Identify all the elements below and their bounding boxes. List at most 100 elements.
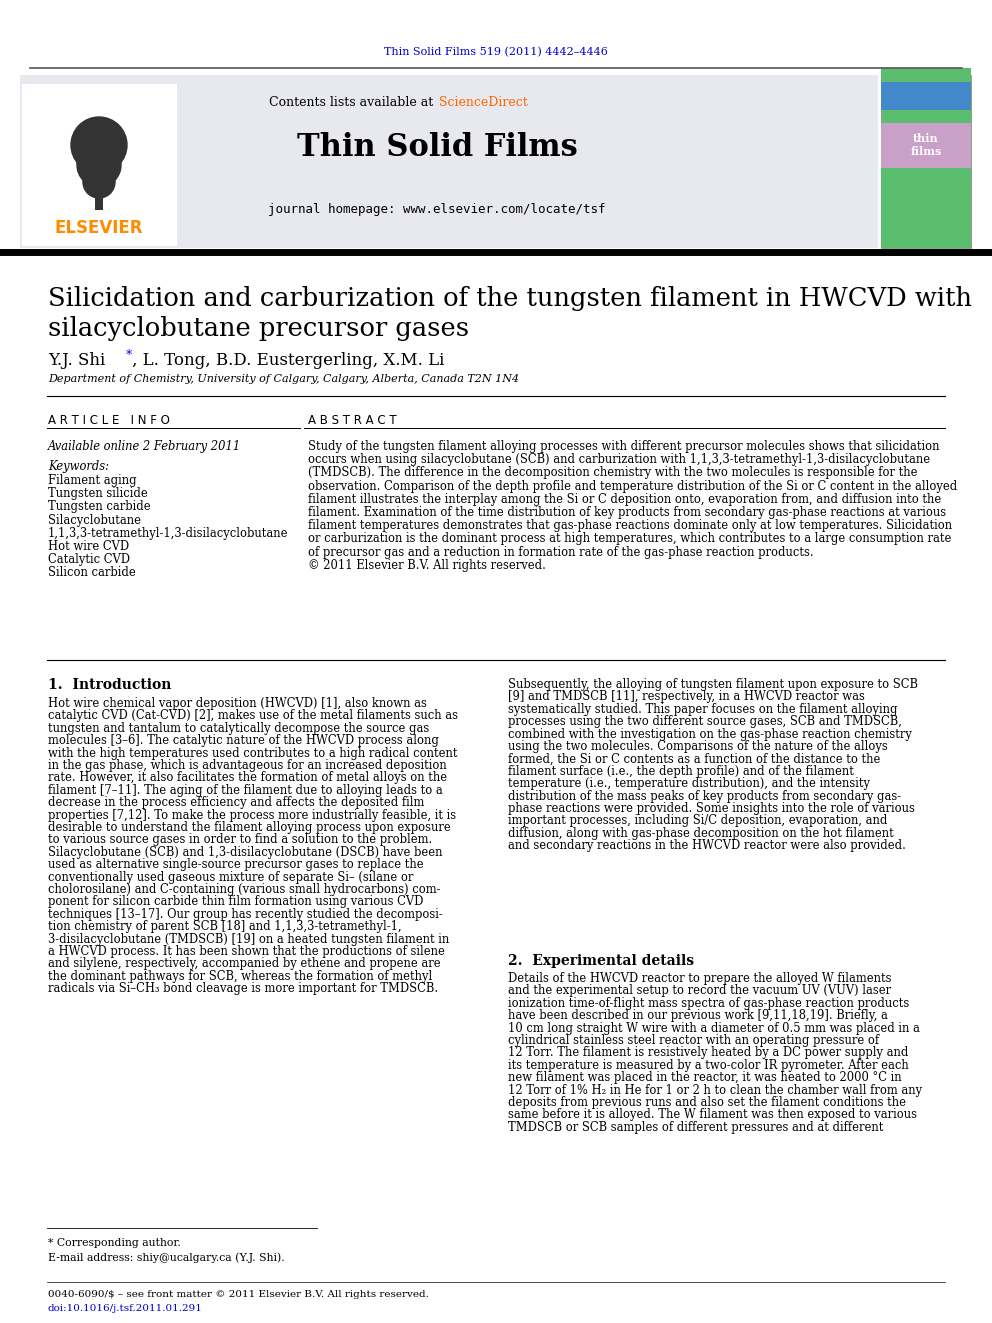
Text: Thin Solid Films: Thin Solid Films bbox=[297, 132, 577, 164]
Text: molecules [3–6]. The catalytic nature of the HWCVD process along: molecules [3–6]. The catalytic nature of… bbox=[48, 734, 438, 747]
Text: techniques [13–17]. Our group has recently studied the decomposi-: techniques [13–17]. Our group has recent… bbox=[48, 908, 442, 921]
Text: deposits from previous runs and also set the filament conditions the: deposits from previous runs and also set… bbox=[508, 1095, 906, 1109]
FancyBboxPatch shape bbox=[20, 75, 878, 247]
Text: rate. However, it also facilitates the formation of metal alloys on the: rate. However, it also facilitates the f… bbox=[48, 771, 447, 785]
Text: decrease in the process efficiency and affects the deposited film: decrease in the process efficiency and a… bbox=[48, 796, 425, 810]
Text: journal homepage: www.elsevier.com/locate/tsf: journal homepage: www.elsevier.com/locat… bbox=[268, 204, 606, 217]
Bar bbox=[881, 75, 971, 247]
Text: (TMDSCB). The difference in the decomposition chemistry with the two molecules i: (TMDSCB). The difference in the decompos… bbox=[308, 467, 918, 479]
Text: A R T I C L E   I N F O: A R T I C L E I N F O bbox=[48, 414, 170, 427]
Text: 3-disilacyclobutane (TMDSCB) [19] on a heated tungsten filament in: 3-disilacyclobutane (TMDSCB) [19] on a h… bbox=[48, 933, 449, 946]
Bar bbox=[22, 83, 177, 246]
Text: in the gas phase, which is advantageous for an increased deposition: in the gas phase, which is advantageous … bbox=[48, 759, 446, 773]
Bar bbox=[881, 75, 971, 110]
Text: with the high temperatures used contributes to a high radical content: with the high temperatures used contribu… bbox=[48, 746, 457, 759]
Text: Y.J. Shi: Y.J. Shi bbox=[48, 352, 105, 369]
Circle shape bbox=[77, 143, 121, 187]
Text: Tungsten silicide: Tungsten silicide bbox=[48, 487, 148, 500]
Bar bbox=[881, 168, 971, 247]
Text: tion chemistry of parent SCB [18] and 1,1,3,3-tetramethyl-1,: tion chemistry of parent SCB [18] and 1,… bbox=[48, 921, 402, 933]
Text: filament illustrates the interplay among the Si or C deposition onto, evaporatio: filament illustrates the interplay among… bbox=[308, 492, 941, 505]
Text: Thin Solid Films 519 (2011) 4442–4446: Thin Solid Films 519 (2011) 4442–4446 bbox=[384, 46, 608, 57]
Text: A B S T R A C T: A B S T R A C T bbox=[308, 414, 397, 427]
Text: 1,1,3,3-tetramethyl-1,3-disilacyclobutane: 1,1,3,3-tetramethyl-1,3-disilacyclobutan… bbox=[48, 527, 289, 540]
Text: temperature (i.e., temperature distribution), and the intensity: temperature (i.e., temperature distribut… bbox=[508, 777, 870, 790]
Text: have been described in our previous work [9,11,18,19]. Briefly, a: have been described in our previous work… bbox=[508, 1009, 888, 1023]
Text: formed, the Si or C contents as a function of the distance to the: formed, the Si or C contents as a functi… bbox=[508, 753, 880, 766]
Text: Keywords:: Keywords: bbox=[48, 460, 109, 474]
Text: new filament was placed in the reactor, it was heated to 2000 °C in: new filament was placed in the reactor, … bbox=[508, 1072, 902, 1085]
Text: Silicidation and carburization of the tungsten filament in HWCVD with
silacyclob: Silicidation and carburization of the tu… bbox=[48, 286, 972, 341]
Text: 12 Torr of 1% H₂ in He for 1 or 2 h to clean the chamber wall from any: 12 Torr of 1% H₂ in He for 1 or 2 h to c… bbox=[508, 1084, 923, 1097]
Text: cholorosilane) and C-containing (various small hydrocarbons) com-: cholorosilane) and C-containing (various… bbox=[48, 882, 440, 896]
Text: tungsten and tantalum to catalytically decompose the source gas: tungsten and tantalum to catalytically d… bbox=[48, 722, 430, 734]
Text: Department of Chemistry, University of Calgary, Calgary, Alberta, Canada T2N 1N4: Department of Chemistry, University of C… bbox=[48, 374, 519, 384]
Circle shape bbox=[71, 116, 127, 173]
Text: and silylene, respectively, accompanied by ethene and propene are: and silylene, respectively, accompanied … bbox=[48, 958, 440, 970]
Text: filament [7–11]. The aging of the filament due to alloying leads to a: filament [7–11]. The aging of the filame… bbox=[48, 783, 442, 796]
Text: important processes, including Si/C deposition, evaporation, and: important processes, including Si/C depo… bbox=[508, 815, 888, 827]
Text: a HWCVD process. It has been shown that the productions of silene: a HWCVD process. It has been shown that … bbox=[48, 945, 444, 958]
Text: processes using the two different source gases, SCB and TMDSCB,: processes using the two different source… bbox=[508, 716, 902, 728]
Text: 12 Torr. The filament is resistively heated by a DC power supply and: 12 Torr. The filament is resistively hea… bbox=[508, 1046, 909, 1060]
Text: or carburization is the dominant process at high temperatures, which contributes: or carburization is the dominant process… bbox=[308, 532, 951, 545]
Text: [9] and TMDSCB [11], respectively, in a HWCVD reactor was: [9] and TMDSCB [11], respectively, in a … bbox=[508, 691, 865, 704]
Text: Filament aging: Filament aging bbox=[48, 474, 137, 487]
Text: and the experimental setup to record the vacuum UV (VUV) laser: and the experimental setup to record the… bbox=[508, 984, 891, 998]
Text: ionization time-of-flight mass spectra of gas-phase reaction products: ionization time-of-flight mass spectra o… bbox=[508, 996, 910, 1009]
Text: Tungsten carbide: Tungsten carbide bbox=[48, 500, 151, 513]
Text: to various source gases in order to find a solution to the problem.: to various source gases in order to find… bbox=[48, 833, 433, 847]
Text: occurs when using silacyclobutane (SCB) and carburization with 1,1,3,3-tetrameth: occurs when using silacyclobutane (SCB) … bbox=[308, 454, 930, 466]
Text: filament temperatures demonstrates that gas-phase reactions dominate only at low: filament temperatures demonstrates that … bbox=[308, 519, 952, 532]
Text: properties [7,12]. To make the process more industrially feasible, it is: properties [7,12]. To make the process m… bbox=[48, 808, 456, 822]
Text: same before it is alloyed. The W filament was then exposed to various: same before it is alloyed. The W filamen… bbox=[508, 1109, 917, 1122]
Text: desirable to understand the filament alloying process upon exposure: desirable to understand the filament all… bbox=[48, 822, 450, 833]
Text: Details of the HWCVD reactor to prepare the alloyed W filaments: Details of the HWCVD reactor to prepare … bbox=[508, 972, 892, 986]
Text: thin
films: thin films bbox=[911, 134, 941, 157]
Text: catalytic CVD (Cat-CVD) [2], makes use of the metal filaments such as: catalytic CVD (Cat-CVD) [2], makes use o… bbox=[48, 709, 458, 722]
Text: 1.  Introduction: 1. Introduction bbox=[48, 677, 172, 692]
Text: distribution of the mass peaks of key products from secondary gas-: distribution of the mass peaks of key pr… bbox=[508, 790, 901, 803]
Text: combined with the investigation on the gas-phase reaction chemistry: combined with the investigation on the g… bbox=[508, 728, 912, 741]
Text: phase reactions were provided. Some insights into the role of various: phase reactions were provided. Some insi… bbox=[508, 802, 915, 815]
Text: of precursor gas and a reduction in formation rate of the gas-phase reaction pro: of precursor gas and a reduction in form… bbox=[308, 545, 813, 558]
Text: Silacyclobutane (SCB) and 1,3-disilacyclobutane (DSCB) have been: Silacyclobutane (SCB) and 1,3-disilacycl… bbox=[48, 845, 442, 859]
Text: Contents lists available at: Contents lists available at bbox=[269, 97, 437, 110]
Text: conventionally used gaseous mixture of separate Si– (silane or: conventionally used gaseous mixture of s… bbox=[48, 871, 414, 884]
Text: Hot wire chemical vapor deposition (HWCVD) [1], also known as: Hot wire chemical vapor deposition (HWCV… bbox=[48, 697, 427, 710]
Text: observation. Comparison of the depth profile and temperature distribution of the: observation. Comparison of the depth pro… bbox=[308, 480, 957, 492]
Text: 10 cm long straight W wire with a diameter of 0.5 mm was placed in a: 10 cm long straight W wire with a diamet… bbox=[508, 1021, 920, 1035]
Text: 2.  Experimental details: 2. Experimental details bbox=[508, 954, 694, 968]
Circle shape bbox=[83, 165, 115, 198]
Text: the dominant pathways for SCB, whereas the formation of methyl: the dominant pathways for SCB, whereas t… bbox=[48, 970, 433, 983]
Text: Available online 2 February 2011: Available online 2 February 2011 bbox=[48, 441, 241, 452]
Text: Silicon carbide: Silicon carbide bbox=[48, 566, 136, 579]
Bar bbox=[95, 191, 103, 210]
Text: © 2011 Elsevier B.V. All rights reserved.: © 2011 Elsevier B.V. All rights reserved… bbox=[308, 558, 546, 572]
Text: used as alternative single-source precursor gases to replace the: used as alternative single-source precur… bbox=[48, 859, 424, 872]
Text: cylindrical stainless steel reactor with an operating pressure of: cylindrical stainless steel reactor with… bbox=[508, 1035, 879, 1046]
Text: Hot wire CVD: Hot wire CVD bbox=[48, 540, 129, 553]
Text: Study of the tungsten filament alloying processes with different precursor molec: Study of the tungsten filament alloying … bbox=[308, 441, 939, 452]
Text: ponent for silicon carbide thin film formation using various CVD: ponent for silicon carbide thin film for… bbox=[48, 896, 424, 909]
Text: E-mail address: shiy@ucalgary.ca (Y.J. Shi).: E-mail address: shiy@ucalgary.ca (Y.J. S… bbox=[48, 1252, 285, 1262]
Text: systematically studied. This paper focuses on the filament alloying: systematically studied. This paper focus… bbox=[508, 703, 898, 716]
Text: , L. Tong, B.D. Eustergerling, X.M. Li: , L. Tong, B.D. Eustergerling, X.M. Li bbox=[132, 352, 444, 369]
Text: 0040-6090/$ – see front matter © 2011 Elsevier B.V. All rights reserved.: 0040-6090/$ – see front matter © 2011 El… bbox=[48, 1290, 429, 1299]
Text: *: * bbox=[126, 349, 132, 363]
Text: * Corresponding author.: * Corresponding author. bbox=[48, 1238, 181, 1248]
Text: its temperature is measured by a two-color IR pyrometer. After each: its temperature is measured by a two-col… bbox=[508, 1058, 909, 1072]
Text: TMDSCB or SCB samples of different pressures and at different: TMDSCB or SCB samples of different press… bbox=[508, 1121, 883, 1134]
Text: Silacyclobutane: Silacyclobutane bbox=[48, 513, 141, 527]
Bar bbox=[881, 67, 971, 82]
Text: using the two molecules. Comparisons of the nature of the alloys: using the two molecules. Comparisons of … bbox=[508, 740, 888, 753]
Text: diffusion, along with gas-phase decomposition on the hot filament: diffusion, along with gas-phase decompos… bbox=[508, 827, 894, 840]
Text: Subsequently, the alloying of tungsten filament upon exposure to SCB: Subsequently, the alloying of tungsten f… bbox=[508, 677, 918, 691]
Text: radicals via Si–CH₃ bond cleavage is more important for TMDSCB.: radicals via Si–CH₃ bond cleavage is mor… bbox=[48, 982, 438, 995]
Text: ELSEVIER: ELSEVIER bbox=[55, 220, 143, 237]
Text: and secondary reactions in the HWCVD reactor were also provided.: and secondary reactions in the HWCVD rea… bbox=[508, 839, 906, 852]
Text: ScienceDirect: ScienceDirect bbox=[439, 97, 528, 110]
Text: filament surface (i.e., the depth profile) and of the filament: filament surface (i.e., the depth profil… bbox=[508, 765, 854, 778]
Text: doi:10.1016/j.tsf.2011.01.291: doi:10.1016/j.tsf.2011.01.291 bbox=[48, 1304, 203, 1312]
Text: Catalytic CVD: Catalytic CVD bbox=[48, 553, 130, 566]
